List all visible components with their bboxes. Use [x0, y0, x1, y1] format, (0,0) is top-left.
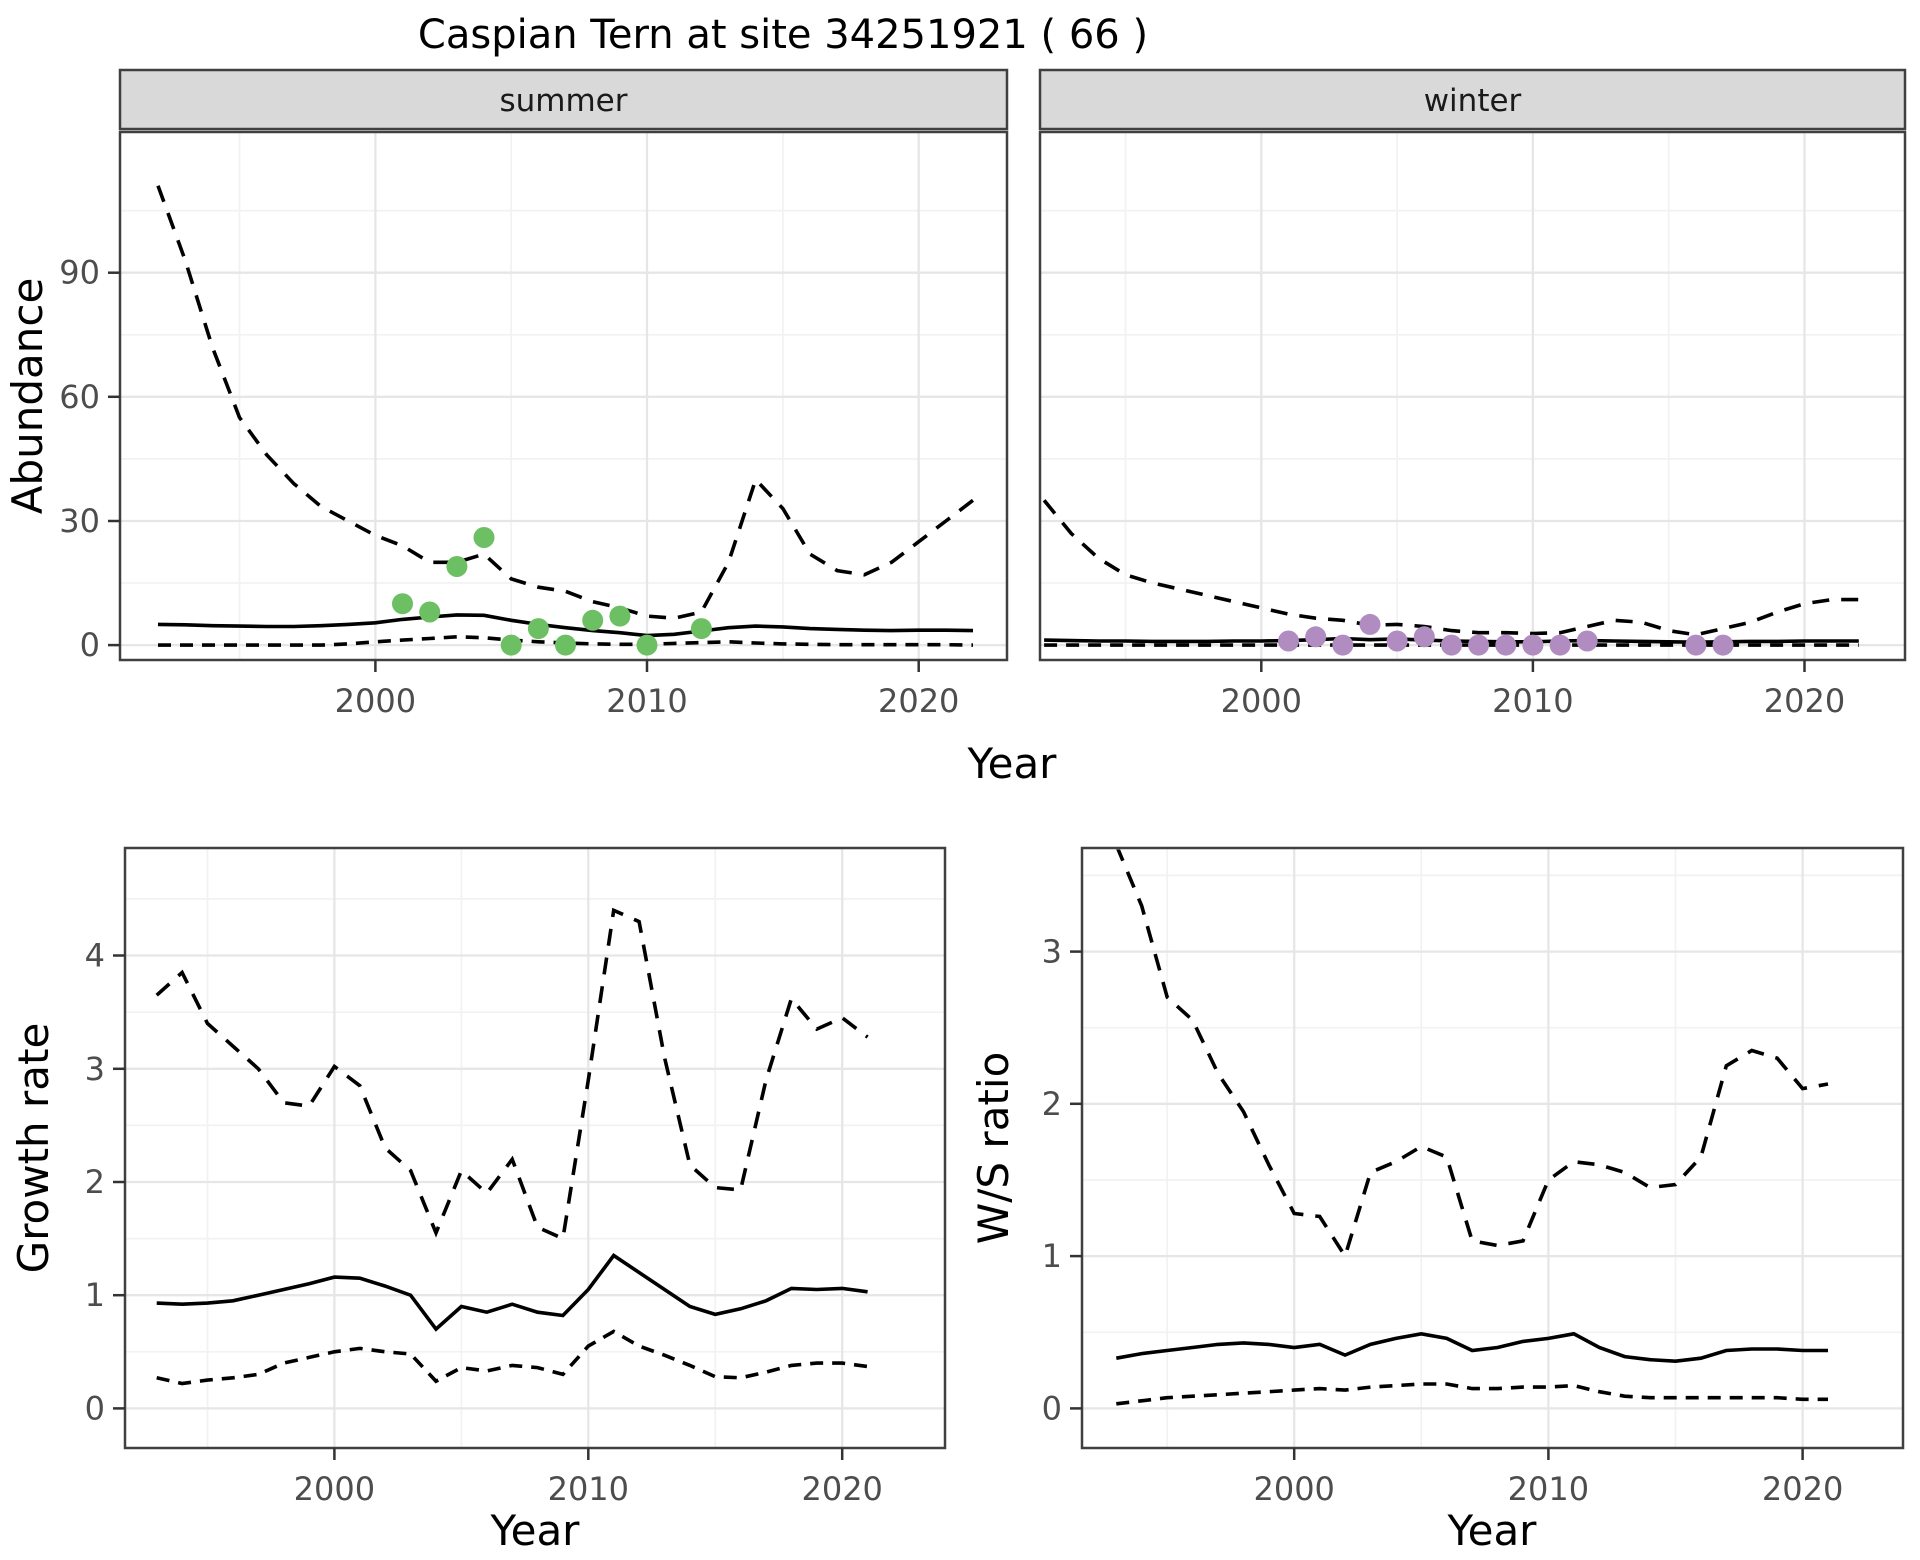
- upper-95ci-line: [155, 907, 869, 1242]
- data-point: [636, 634, 658, 656]
- data-point: [473, 527, 495, 548]
- data-point: [446, 556, 468, 577]
- lower-95ci-line: [156, 1329, 868, 1386]
- y-tick-label: 2: [1042, 1085, 1062, 1123]
- median-line: [156, 1253, 868, 1332]
- y-tick-label: 1: [1042, 1237, 1062, 1275]
- data-point: [1712, 634, 1734, 656]
- observed-points-group: [1278, 613, 1734, 656]
- x-tick-label: 2010: [606, 682, 687, 720]
- data-point: [500, 634, 522, 656]
- x-tick-label: 2020: [878, 682, 959, 720]
- facet-label: winter: [1424, 83, 1522, 119]
- panel-border: [1038, 130, 1907, 662]
- x-tick-label: 2020: [1762, 1470, 1843, 1508]
- top-year-axis-label: Year: [967, 739, 1058, 788]
- facet-strip: [118, 68, 1009, 131]
- y-tick-label: 2: [85, 1163, 105, 1201]
- y-tick-label: 0: [1042, 1389, 1062, 1427]
- x-tick-label: 2010: [548, 1470, 629, 1508]
- median-line: [1115, 1331, 1828, 1364]
- y-tick-label: 1: [85, 1276, 105, 1314]
- panel-ws-ratio: 2000 2010 2020 0 1 2 3: [1042, 846, 1905, 1508]
- data-point: [1278, 630, 1299, 652]
- lower-95ci-line: [1116, 1382, 1828, 1406]
- ws-year-axis-label: Year: [1447, 1506, 1538, 1555]
- ws-ratio-axis-label: W/S ratio: [969, 1052, 1018, 1245]
- x-tick-label: 2020: [801, 1470, 882, 1508]
- y-tick-label: 60: [59, 378, 100, 416]
- facet-strip: [1038, 68, 1907, 131]
- data-point: [555, 634, 576, 656]
- data-point: [1305, 626, 1327, 648]
- median-line: [157, 613, 974, 638]
- data-point: [1576, 630, 1598, 652]
- plot-area: [156, 185, 975, 656]
- y-tick-label: 4: [85, 937, 105, 975]
- panel-abundance-winter: 2000 2010 2020 winter: [1038, 68, 1907, 720]
- data-point: [1495, 634, 1517, 656]
- growth-rate-axis-label: Growth rate: [9, 1023, 58, 1274]
- data-point: [527, 618, 549, 640]
- data-point: [1359, 613, 1381, 635]
- x-tick-label: 2020: [1764, 682, 1845, 720]
- plot-area: [155, 907, 869, 1386]
- data-point: [1468, 634, 1490, 656]
- data-point: [1332, 634, 1354, 656]
- y-tick-label: 90: [59, 254, 100, 292]
- x-tick-label: 2010: [1508, 1470, 1589, 1508]
- data-point: [1549, 634, 1571, 656]
- upper-95ci-line: [1042, 499, 1859, 637]
- panel-background: [1082, 848, 1903, 1448]
- panel-background: [125, 848, 945, 1448]
- data-point: [690, 618, 712, 640]
- panel-border: [123, 846, 947, 1450]
- plot-area: [1115, 849, 1829, 1406]
- data-point: [609, 605, 631, 627]
- y-tick-label: 0: [80, 626, 100, 664]
- data-point: [1522, 634, 1544, 656]
- x-tick-label: 2010: [1492, 682, 1573, 720]
- x-tick-label: 2000: [335, 682, 416, 720]
- y-tick-label: 3: [85, 1050, 105, 1088]
- growth-year-axis-label: Year: [490, 1506, 581, 1555]
- upper-95ci-line: [156, 185, 975, 621]
- y-tick-label: 30: [59, 502, 100, 540]
- data-point: [419, 601, 441, 623]
- data-point: [1685, 634, 1707, 656]
- data-point: [1413, 626, 1435, 648]
- data-point: [1441, 634, 1462, 656]
- abundance-axis-label: Abundance: [3, 278, 52, 515]
- plot-area: [1042, 499, 1859, 656]
- figure-title: Caspian Tern at site 34251921 ( 66 ): [418, 12, 1148, 58]
- panel-abundance-summer: 2000 2010 2020 0 30 60 90 summer: [59, 68, 1009, 720]
- y-tick-label: 3: [1042, 933, 1062, 971]
- data-point: [392, 593, 413, 615]
- facet-label: summer: [499, 83, 627, 119]
- x-tick-label: 2000: [294, 1470, 375, 1508]
- y-tick-label: 0: [85, 1389, 105, 1427]
- data-point: [1386, 630, 1408, 652]
- x-tick-label: 2000: [1221, 682, 1302, 720]
- x-tick-label: 2000: [1253, 1470, 1334, 1508]
- panel-growth-rate: 2000 2010 2020 0 1 2 3 4: [85, 846, 947, 1508]
- observed-points-group: [392, 527, 712, 656]
- data-point: [582, 609, 604, 631]
- panel-border: [1080, 846, 1905, 1450]
